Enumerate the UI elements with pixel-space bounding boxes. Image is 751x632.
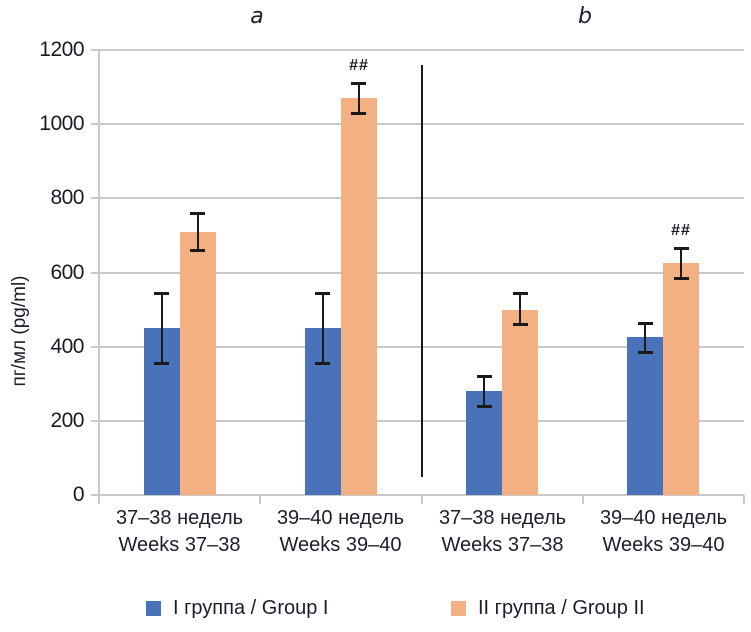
x-axis-tick xyxy=(98,495,100,504)
error-bar-cap-top xyxy=(315,292,330,295)
legend-label-group2: II группа / Group II xyxy=(478,596,645,619)
legend-item-group2: II группа / Group II xyxy=(451,597,645,619)
bar-group1 xyxy=(627,337,663,495)
error-bar-cap-bottom xyxy=(351,112,366,115)
x-axis-tick xyxy=(421,495,423,504)
group1-color-swatch xyxy=(146,600,161,616)
y-axis-line xyxy=(98,50,100,497)
x-category-label: 37–38 недель Weeks 37–38 xyxy=(99,505,260,559)
bar-group2 xyxy=(341,98,377,495)
y-tick-label: 0 xyxy=(72,483,85,506)
x-category-label-line: Weeks 37–38 xyxy=(118,534,241,556)
error-bar-cap-bottom xyxy=(513,323,528,326)
error-bar-cap-top xyxy=(513,292,528,295)
panel-label-b: b xyxy=(578,4,592,29)
y-axis-tick xyxy=(91,123,99,125)
x-category-label: 37–38 недель Weeks 37–38 xyxy=(422,505,583,559)
legend-item-group1: I группа / Group I xyxy=(146,597,328,619)
error-bar-cap-top xyxy=(190,212,205,215)
y-axis-tick xyxy=(91,494,99,496)
gridline xyxy=(99,49,744,51)
error-bar-line xyxy=(680,248,682,278)
error-bar-line xyxy=(483,376,485,406)
x-axis-tick xyxy=(743,495,745,504)
x-category-label-line: 39–40 недель xyxy=(276,507,405,529)
x-category-label-line: 39–40 недель xyxy=(599,507,728,529)
y-axis-tick xyxy=(91,272,99,274)
y-tick-label: 600 xyxy=(50,261,84,284)
error-bar-line xyxy=(322,293,324,363)
error-bar-cap-bottom xyxy=(190,249,205,252)
y-axis-tick xyxy=(91,420,99,422)
x-category-label-line: Weeks 37–38 xyxy=(441,534,564,556)
y-tick-label: 1200 xyxy=(39,38,84,61)
bar-group2 xyxy=(663,263,699,495)
error-bar-cap-bottom xyxy=(638,351,653,354)
error-bar-cap-top xyxy=(477,375,492,378)
x-axis-tick xyxy=(259,495,261,504)
y-axis-tick xyxy=(91,197,99,199)
y-axis-title: пг/мл (pg/ml) xyxy=(9,275,30,387)
error-bar-cap-bottom xyxy=(477,405,492,408)
y-tick-label: 200 xyxy=(50,409,84,432)
y-axis-tick xyxy=(91,346,99,348)
y-axis-tick xyxy=(91,49,99,51)
significance-annotation: ## xyxy=(671,222,691,239)
bar-group2 xyxy=(502,310,538,495)
error-bar-cap-bottom xyxy=(154,362,169,365)
y-tick-label: 800 xyxy=(50,186,84,209)
panel-label-a: a xyxy=(250,4,264,29)
panel-divider xyxy=(421,65,423,477)
group2-color-swatch xyxy=(451,600,466,616)
bar-group2 xyxy=(180,232,216,495)
error-bar-cap-top xyxy=(154,292,169,295)
error-bar-cap-top xyxy=(351,82,366,85)
bar-group1 xyxy=(466,391,502,495)
y-tick-label: 400 xyxy=(50,335,84,358)
error-bar-cap-top xyxy=(638,322,653,325)
error-bar-line xyxy=(519,293,521,325)
x-axis-tick xyxy=(582,495,584,504)
error-bar-cap-bottom xyxy=(674,277,689,280)
error-bar-line xyxy=(197,213,199,250)
error-bar-line xyxy=(358,83,360,113)
significance-annotation: ## xyxy=(349,57,369,74)
x-category-label: 39–40 недель Weeks 39–40 xyxy=(583,505,744,559)
error-bar-line xyxy=(161,293,163,363)
legend-label-group1: I группа / Group I xyxy=(173,596,329,619)
x-category-label-line: 37–38 недель xyxy=(115,507,244,529)
x-category-label-line: Weeks 39–40 xyxy=(279,534,402,556)
x-category-label-line: Weeks 39–40 xyxy=(602,534,725,556)
error-bar-cap-bottom xyxy=(315,362,330,365)
error-bar-cap-top xyxy=(674,247,689,250)
error-bar-line xyxy=(644,323,646,353)
y-tick-label: 1000 xyxy=(39,112,84,135)
x-category-label: 39–40 недель Weeks 39–40 xyxy=(260,505,421,559)
x-category-label-line: 37–38 недель xyxy=(438,507,567,529)
